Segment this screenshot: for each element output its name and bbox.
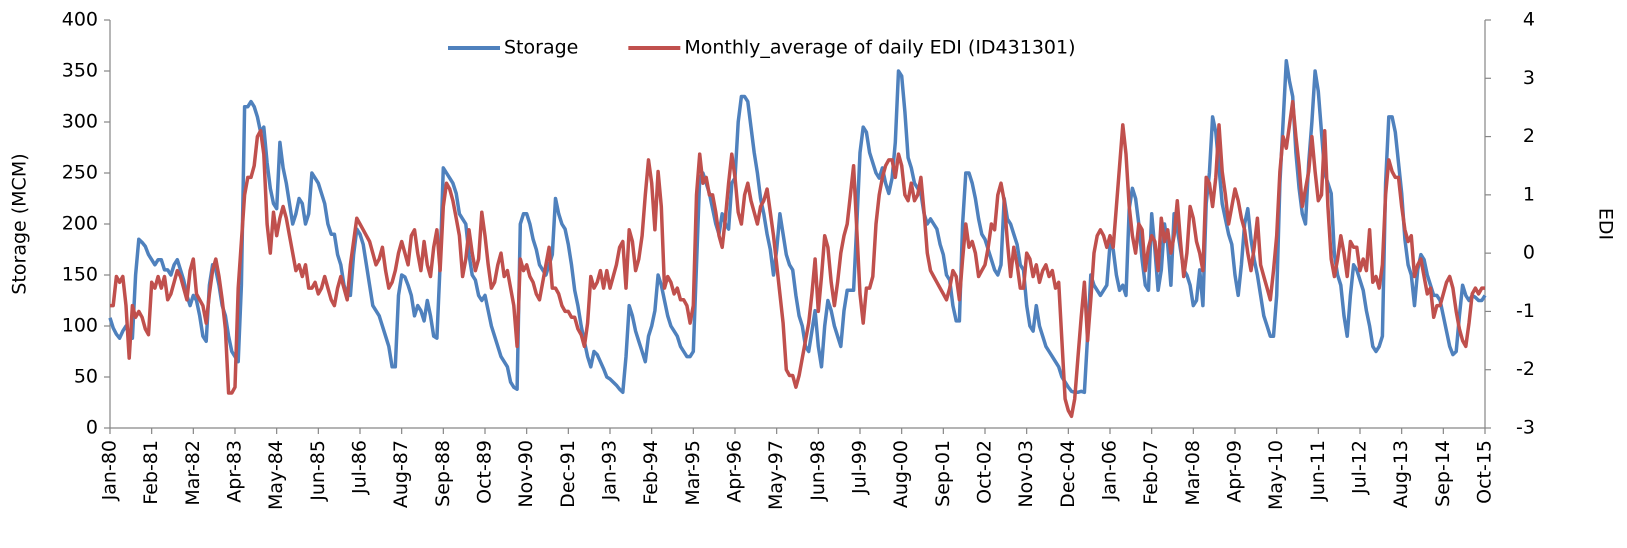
x-tick-label: Aug-13 (1390, 440, 1412, 508)
y-axis-label: Storage (MCM) (9, 153, 31, 294)
x-tick-label: May-97 (765, 440, 787, 510)
y2-tick-label: 0 (1523, 242, 1535, 264)
x-tick-label: Jun-85 (307, 440, 329, 502)
x-tick-label: Jan-80 (99, 440, 121, 501)
y2-tick-label: -1 (1516, 300, 1535, 322)
x-tick-label: Apr-09 (1224, 440, 1246, 503)
x-tick-label: Jan-06 (1099, 440, 1121, 501)
x-tick-label: Aug-87 (390, 440, 412, 508)
x-tick-label: Oct-89 (474, 440, 496, 504)
x-tick-label: Jul-12 (1349, 440, 1371, 495)
y2-tick-label: -2 (1516, 358, 1535, 380)
x-tick-label: Apr-96 (724, 440, 746, 503)
x-tick-label: Dec-91 (557, 440, 579, 508)
y-tick-label: 100 (62, 315, 98, 337)
x-tick-label: May-10 (1265, 440, 1287, 510)
legend-label: Storage (504, 37, 578, 59)
y2-tick-label: 3 (1523, 67, 1535, 89)
x-tick-label: Apr-83 (224, 440, 246, 503)
series-line (108, 59, 1487, 395)
y-tick-label: 300 (62, 111, 98, 133)
y-tick-label: 200 (62, 213, 98, 235)
x-tick-label: Jul-99 (849, 440, 871, 495)
y2-tick-label: -3 (1516, 417, 1535, 439)
x-tick-label: Feb-94 (640, 440, 662, 505)
x-tick-label: Sep-14 (1432, 440, 1454, 507)
x-tick-label: Jan-93 (599, 440, 621, 501)
x-tick-label: Oct-02 (974, 440, 996, 504)
x-tick-label: Sep-01 (932, 440, 954, 507)
x-tick-label: Jul-86 (349, 440, 371, 495)
x-tick-label: Sep-88 (432, 440, 454, 507)
x-tick-label: Dec-04 (1057, 440, 1079, 508)
y-tick-label: 150 (62, 264, 98, 286)
legend-label: Monthly_average of daily EDI (ID431301) (684, 37, 1075, 59)
y2-tick-label: 1 (1523, 183, 1535, 205)
x-tick-label: Feb-07 (1140, 440, 1162, 505)
x-tick-label: Oct-15 (1474, 440, 1496, 504)
x-tick-label: Mar-95 (682, 440, 704, 506)
x-tick-label: Feb-81 (140, 440, 162, 505)
x-tick-label: Jun-98 (807, 440, 829, 502)
y2-axis-label: EDI (1595, 208, 1617, 240)
y-tick-label: 250 (62, 162, 98, 184)
y-tick-label: 50 (74, 366, 98, 388)
y-tick-label: 400 (62, 9, 98, 31)
x-tick-label: Mar-82 (182, 440, 204, 506)
x-tick-label: Nov-03 (1015, 440, 1037, 508)
x-tick-label: Mar-08 (1182, 440, 1204, 506)
y2-tick-label: 2 (1523, 125, 1535, 147)
x-tick-label: Aug-00 (890, 440, 912, 508)
x-tick-label: Nov-90 (515, 440, 537, 508)
series-line (110, 99, 1485, 419)
y2-tick-label: 4 (1523, 9, 1535, 31)
y-tick-label: 0 (86, 417, 98, 439)
x-tick-label: May-84 (265, 440, 287, 510)
y-tick-label: 350 (62, 60, 98, 82)
x-tick-label: Jun-11 (1307, 440, 1329, 502)
